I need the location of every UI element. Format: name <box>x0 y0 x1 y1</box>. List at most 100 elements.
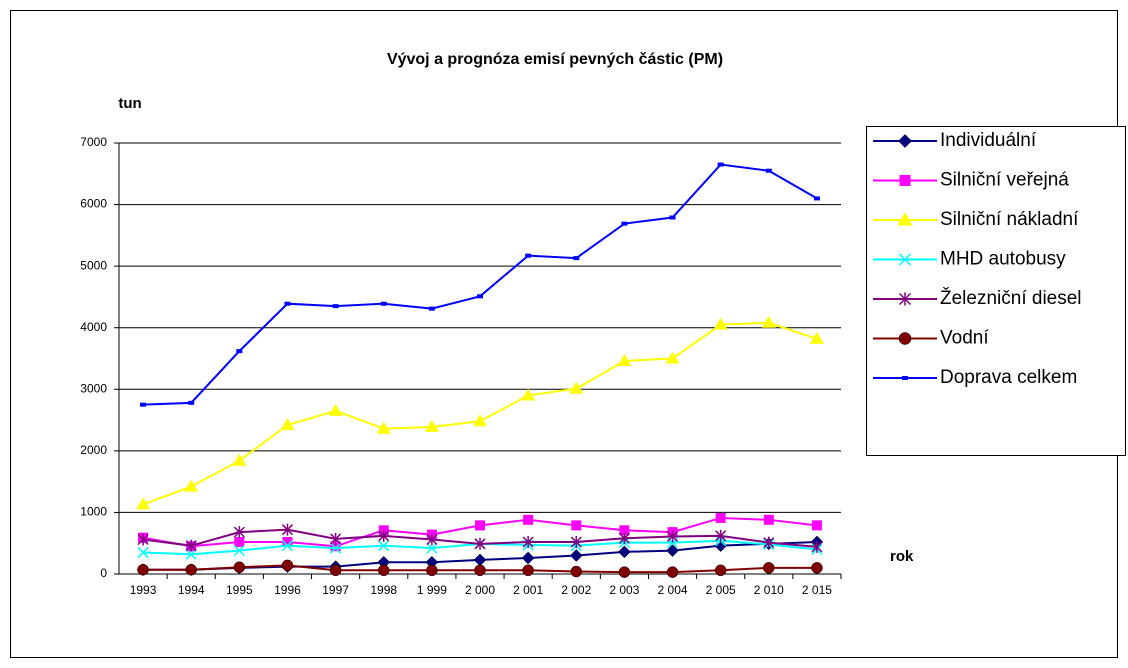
marker-shape <box>329 564 342 577</box>
legend-label: Doprava celkem <box>940 367 1077 388</box>
marker-shape <box>236 349 243 354</box>
legend-label: Vodní <box>940 328 989 349</box>
marker-shape <box>281 559 294 572</box>
x-tick-label: 1993 <box>130 583 157 597</box>
marker <box>525 253 532 258</box>
marker-shape <box>763 514 774 525</box>
chart-title: Vývoj a prognóza emisí pevných částic (P… <box>387 51 723 68</box>
marker-shape <box>477 294 483 299</box>
marker <box>899 175 911 186</box>
y-tick-label: 7000 <box>80 135 107 149</box>
marker <box>898 332 912 345</box>
marker <box>714 564 727 577</box>
marker <box>666 544 679 557</box>
marker <box>426 564 438 577</box>
y-tick-label: 5000 <box>80 258 107 272</box>
marker-shape <box>140 402 147 407</box>
marker <box>281 540 293 552</box>
marker <box>328 403 343 416</box>
y-tick-label: 1000 <box>80 505 107 519</box>
marker <box>618 545 631 559</box>
legend-label: MHD autobusy <box>940 249 1066 270</box>
marker <box>474 564 486 577</box>
marker <box>811 540 823 553</box>
marker <box>618 532 630 545</box>
marker-shape <box>184 479 199 492</box>
marker-shape <box>332 304 339 309</box>
marker-shape <box>715 512 726 523</box>
marker-shape <box>380 301 387 306</box>
marker-shape <box>522 564 534 577</box>
marker <box>281 559 294 572</box>
marker <box>521 388 536 401</box>
marker-shape <box>761 315 776 328</box>
marker-shape <box>378 540 390 552</box>
marker-shape <box>328 403 343 416</box>
marker <box>428 306 435 311</box>
marker <box>380 301 387 306</box>
x-tick-label: 1996 <box>274 583 301 597</box>
marker-shape <box>281 540 293 552</box>
marker-shape <box>233 545 245 557</box>
marker <box>377 564 390 577</box>
marker <box>185 539 197 552</box>
marker <box>902 376 908 380</box>
marker <box>282 536 293 547</box>
marker <box>330 542 342 554</box>
marker <box>618 566 631 578</box>
marker <box>332 304 339 309</box>
marker-shape <box>185 563 197 576</box>
y-tick-label: 4000 <box>80 320 107 334</box>
marker <box>378 529 390 542</box>
marker <box>713 317 728 330</box>
marker <box>140 402 147 407</box>
marker-shape <box>898 332 912 345</box>
marker-shape <box>666 544 679 557</box>
marker <box>897 212 913 226</box>
marker-shape <box>234 536 245 547</box>
marker-shape <box>426 542 438 554</box>
marker <box>715 512 726 523</box>
marker-shape <box>763 562 775 574</box>
marker <box>569 381 584 394</box>
marker-shape <box>899 175 911 186</box>
marker-shape <box>330 542 342 554</box>
marker <box>811 562 823 574</box>
marker <box>523 514 534 525</box>
marker <box>474 537 486 550</box>
marker-shape <box>669 215 676 220</box>
marker <box>232 453 247 466</box>
marker <box>569 549 583 562</box>
marker-shape <box>280 417 295 430</box>
marker <box>137 563 149 576</box>
marker <box>763 562 775 574</box>
marker-shape <box>475 520 485 531</box>
marker <box>284 301 291 306</box>
marker <box>521 551 535 565</box>
marker <box>477 294 483 299</box>
marker-shape <box>474 564 486 577</box>
marker-shape <box>424 419 439 432</box>
marker-shape <box>473 414 487 427</box>
marker <box>715 529 727 542</box>
marker <box>426 542 438 554</box>
marker <box>236 349 243 354</box>
marker <box>280 417 295 430</box>
x-tick-label: 1997 <box>322 583 349 597</box>
marker-shape <box>619 525 630 536</box>
marker-shape <box>521 551 535 565</box>
marker <box>378 540 390 552</box>
marker-shape <box>188 400 195 405</box>
marker <box>330 532 342 545</box>
marker <box>426 533 438 546</box>
legend-label: Železniční diesel <box>940 287 1082 309</box>
marker-shape <box>284 301 291 306</box>
marker-shape <box>898 253 912 266</box>
marker <box>188 400 195 405</box>
marker-shape <box>765 168 772 173</box>
marker <box>475 520 485 531</box>
marker <box>714 539 728 553</box>
marker <box>619 525 630 536</box>
marker <box>233 526 245 539</box>
